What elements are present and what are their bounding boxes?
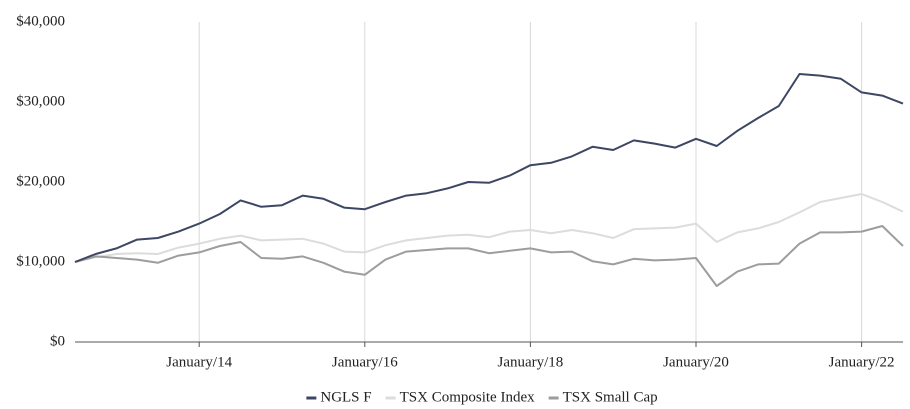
x-tick-label: January/16 (332, 354, 398, 370)
series-line (74, 225, 904, 287)
x-tick-label: January/22 (829, 354, 895, 370)
y-tick-label: $20,000 (16, 173, 65, 189)
y-tick-label: $40,000 (16, 13, 65, 29)
series-line (74, 73, 904, 263)
x-tick-label: January/14 (166, 354, 232, 370)
series-line (74, 193, 904, 263)
legend-label: TSX Small Cap (563, 389, 658, 405)
y-tick-label: $10,000 (16, 253, 65, 269)
legend-label: TSX Composite Index (400, 389, 535, 405)
y-tick-label: $30,000 (16, 93, 65, 109)
legend-label: NGLS F (320, 389, 371, 405)
x-tick-label: January/18 (497, 354, 563, 370)
y-tick-label: $0 (50, 333, 65, 349)
x-tick-label: January/20 (663, 354, 729, 370)
